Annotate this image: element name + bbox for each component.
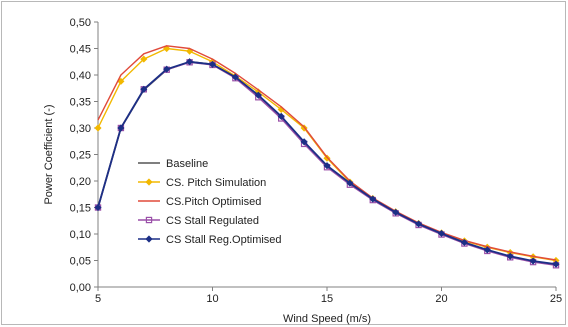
data-point	[323, 162, 331, 170]
data-point	[460, 238, 468, 247]
data-point	[140, 55, 148, 63]
x-axis-title: Wind Speed (m/s)	[283, 313, 371, 325]
data-point	[231, 73, 239, 81]
data-point	[140, 85, 148, 93]
data-point	[369, 195, 377, 203]
x-tick-label: 10	[206, 293, 218, 305]
x-tick-label: 15	[321, 293, 333, 305]
y-axis: 0,00 0,05 0,10 0,15 0,20 0,25 0,30 0,35 0,40 0,45…	[70, 17, 99, 294]
data-point	[94, 203, 102, 212]
y-tick-label: 0,00	[70, 282, 91, 294]
x-tick-label: 20	[435, 293, 447, 305]
x-axis: 5 10 15 20 25	[95, 286, 562, 305]
legend-label: CS. Pitch Simulation	[166, 177, 266, 189]
data-point	[552, 260, 560, 268]
y-tick-label: 0,15	[70, 203, 91, 215]
y-axis-title: Power Coefficient (-)	[43, 104, 55, 204]
data-point	[186, 58, 194, 66]
series-3	[97, 45, 557, 261]
legend-marker	[145, 235, 153, 243]
legend-item: Baseline	[138, 158, 208, 170]
y-tick-label: 0,20	[70, 176, 91, 188]
plot-series	[94, 44, 560, 269]
data-point	[163, 65, 171, 73]
data-point	[117, 124, 125, 132]
legend-label: CS.Pitch Optimised	[166, 196, 261, 208]
series-line	[97, 47, 557, 262]
legend-marker	[145, 216, 153, 224]
legend-item: CS Stall Reg.Optimised	[138, 234, 282, 246]
y-tick-label: 0,40	[70, 70, 91, 82]
legend-item: CS Stall Regulated	[138, 215, 259, 227]
y-tick-label: 0,50	[70, 17, 91, 29]
series-line	[97, 45, 557, 261]
legend-label: Baseline	[166, 158, 208, 170]
y-tick-label: 0,30	[70, 123, 91, 135]
legend-marker	[145, 178, 153, 186]
data-point	[300, 138, 308, 146]
data-point	[94, 124, 102, 132]
series-2	[94, 44, 560, 265]
y-tick-label: 0,05	[70, 256, 91, 268]
legend-item: CS. Pitch Simulation	[138, 177, 266, 189]
data-point	[529, 257, 537, 265]
data-point	[277, 112, 285, 120]
data-point	[415, 220, 423, 228]
y-tick-label: 0,25	[70, 150, 91, 162]
data-point	[346, 179, 354, 187]
data-point	[254, 91, 262, 99]
legend-label: CS Stall Regulated	[166, 215, 259, 227]
data-point	[437, 229, 446, 238]
data-point	[506, 252, 514, 260]
y-tick-label: 0,35	[70, 97, 91, 109]
data-point	[208, 60, 217, 68]
legend-item: CS.Pitch Optimised	[138, 196, 261, 208]
legend: Baseline CS. Pitch Simulation CS.Pitch Opt…	[138, 158, 282, 246]
series-5	[94, 58, 560, 268]
y-tick-label: 0,10	[70, 229, 91, 241]
data-point	[483, 246, 491, 254]
legend-label: CS Stall Reg.Optimised	[166, 234, 282, 246]
x-tick-label: 25	[550, 293, 562, 305]
data-point	[392, 208, 400, 216]
y-tick-label: 0,45	[70, 44, 91, 56]
x-tick-label: 5	[95, 293, 101, 305]
